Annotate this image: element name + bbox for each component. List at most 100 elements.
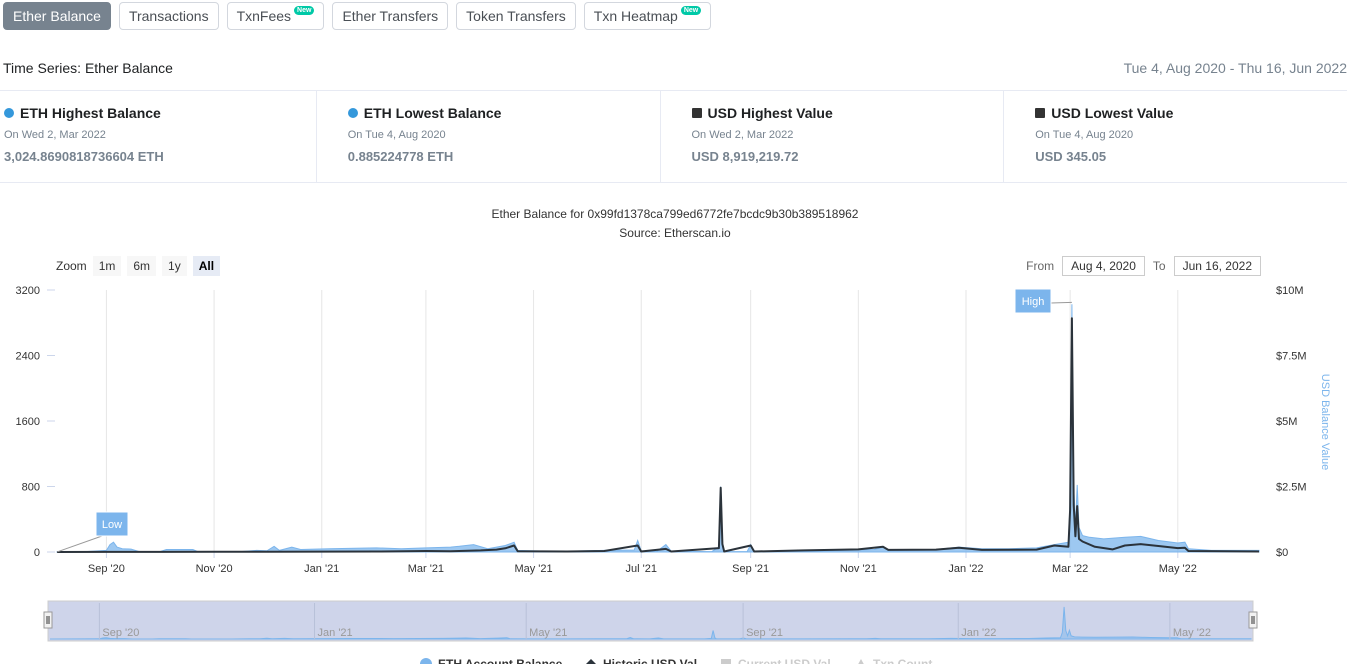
legend-item[interactable]: Txn Count xyxy=(856,657,932,664)
stat-label: USD Lowest Value xyxy=(1051,105,1174,121)
chart-source: Source: Etherscan.io xyxy=(619,226,731,240)
legend-label: Historic USD Val xyxy=(603,657,697,664)
navigator-tick-label: Sep '20 xyxy=(102,627,139,639)
x-tick-label: Jul '21 xyxy=(626,563,657,575)
navigator-tick-label: Jan '22 xyxy=(961,627,996,639)
y-axis-left: 0 800 1600 2400 3200 xyxy=(16,285,55,559)
y-left-tick-label: 3200 xyxy=(16,285,40,297)
to-label: To xyxy=(1152,259,1166,273)
navigator-series xyxy=(49,606,1252,640)
tab-token-transfers[interactable]: Token Transfers xyxy=(456,2,576,30)
legend-item[interactable]: Current USD Val xyxy=(721,657,831,664)
navigator-tick-label: Sep '21 xyxy=(746,627,783,639)
blue-dot-icon xyxy=(4,108,14,118)
flag-label: Low xyxy=(102,519,122,531)
navigator-mask[interactable] xyxy=(47,600,1254,642)
tab-label: Ether Balance xyxy=(13,8,101,24)
eth-balance-area[interactable] xyxy=(56,304,1260,553)
handle-grip-icon xyxy=(43,611,53,629)
dark-square-icon xyxy=(1035,108,1046,118)
date-range: Tue 4, Aug 2020 - Thu 16, Jun 2022 xyxy=(1123,60,1347,76)
y-left-tick-label: 2400 xyxy=(16,351,40,363)
stat-label: ETH Lowest Balance xyxy=(363,105,502,121)
stat-label: ETH Highest Balance xyxy=(20,105,161,121)
dark-square-icon xyxy=(691,108,702,118)
flag-high[interactable]: High xyxy=(1014,288,1072,314)
new-badge: New xyxy=(680,5,702,15)
y-left-tick-label: 800 xyxy=(22,482,40,494)
tab-txnfees[interactable]: TxnFees New xyxy=(226,2,325,30)
tab-ether-balance[interactable]: Ether Balance xyxy=(3,2,111,30)
flag-label: High xyxy=(1022,296,1045,308)
stat-eth-lowest: ETH Lowest Balance On Tue 4, Aug 2020 0.… xyxy=(317,91,661,182)
flag-low[interactable]: Low xyxy=(56,511,129,553)
stat-date: On Tue 4, Aug 2020 xyxy=(1035,129,1134,141)
stat-date: On Tue 4, Aug 2020 xyxy=(347,129,446,141)
y-right-tick-label: $5M xyxy=(1276,416,1297,428)
zoom-1m-button[interactable]: 1m xyxy=(92,256,122,276)
tab-label: Token Transfers xyxy=(466,8,566,24)
x-tick-label: Nov '21 xyxy=(840,563,877,575)
stat-value: 3,024.8690818736604 ETH xyxy=(4,149,164,164)
chart-tabs: Ether Balance Transactions TxnFees New Et… xyxy=(3,2,712,30)
navigator[interactable]: Sep '20 Jan '21 May '21 Sep '21 Jan '22 May '… xyxy=(43,600,1258,642)
y-right-tick-label: $0 xyxy=(1276,547,1288,559)
legend-circle-icon xyxy=(420,658,432,664)
flag-connector xyxy=(56,535,103,553)
x-tick-label: May '21 xyxy=(514,563,552,575)
zoom-1y-button[interactable]: 1y xyxy=(162,256,187,276)
from-label: From xyxy=(1026,259,1055,273)
usd-value-series[interactable] xyxy=(56,317,1260,553)
y-axis-right: $0 $2.5M $5M $7.5M $10M xyxy=(1276,285,1307,559)
navigator-tick-label: May '21 xyxy=(529,627,567,639)
tab-ether-transfers[interactable]: Ether Transfers xyxy=(332,2,449,30)
x-tick-label: Mar '21 xyxy=(408,563,444,575)
to-date-input[interactable]: Jun 16, 2022 xyxy=(1173,256,1261,276)
y-right-tick-label: $2.5M xyxy=(1276,482,1307,494)
flag-box xyxy=(1014,288,1052,314)
chart-title: Ether Balance for 0x99fd1378ca799ed6772f… xyxy=(491,207,859,221)
range-selector: From Aug 4, 2020 To Jun 16, 2022 xyxy=(1026,256,1261,276)
stat-date: On Wed 2, Mar 2022 xyxy=(4,129,106,141)
stat-value: USD 345.05 xyxy=(1035,149,1107,164)
legend-diamond-icon xyxy=(586,659,596,664)
zoom-all-button[interactable]: All xyxy=(192,256,221,276)
legend-item[interactable]: Historic USD Val xyxy=(586,657,697,664)
x-tick-label: Mar '22 xyxy=(1052,563,1088,575)
zoom-label: Zoom xyxy=(56,259,87,273)
legend-label: Txn Count xyxy=(873,657,932,664)
section-title: Time Series: Ether Balance xyxy=(3,60,173,76)
y-axis-right-title: USD Balance Value xyxy=(1319,374,1331,470)
stats-panel: ETH Highest Balance On Wed 2, Mar 2022 3… xyxy=(0,91,1347,182)
x-tick-label: May '22 xyxy=(1159,563,1197,575)
y-right-tick-label: $7.5M xyxy=(1276,351,1307,363)
tab-txn-heatmap[interactable]: Txn Heatmap New xyxy=(583,2,712,30)
divider xyxy=(0,182,1347,183)
blue-dot-icon xyxy=(347,108,358,118)
legend-label: ETH Account Balance xyxy=(438,657,563,664)
navigator-tick-label: Jan '21 xyxy=(318,627,353,639)
usd-value-line[interactable] xyxy=(56,317,1260,553)
tab-label: TxnFees xyxy=(236,8,292,24)
eth-balance-series[interactable] xyxy=(56,304,1260,553)
new-badge: New xyxy=(294,5,315,15)
zoom-6m-button[interactable]: 6m xyxy=(127,256,157,276)
chart-grid xyxy=(105,290,1179,552)
stat-usd-highest: USD Highest Value On Wed 2, Mar 2022 USD… xyxy=(661,91,1005,182)
stat-value: USD 8,919,219.72 xyxy=(691,149,799,164)
from-date-input[interactable]: Aug 4, 2020 xyxy=(1062,256,1145,276)
x-axis: Sep '20 Nov '20 Jan '21 Mar '21 May '21 Jul '… xyxy=(57,551,1259,575)
stat-usd-lowest: USD Lowest Value On Tue 4, Aug 2020 USD … xyxy=(1004,91,1347,182)
legend-label: Current USD Val xyxy=(738,657,831,664)
tab-transactions[interactable]: Transactions xyxy=(118,2,219,30)
navigator-tick-label: May '22 xyxy=(1173,627,1211,639)
stat-date: On Wed 2, Mar 2022 xyxy=(691,129,794,141)
tab-label: Transactions xyxy=(128,8,209,24)
x-tick-label: Jan '21 xyxy=(304,563,339,575)
navigator-handle-left[interactable] xyxy=(43,611,53,629)
legend-item[interactable]: ETH Account Balance xyxy=(420,657,563,664)
navigator-handle-right[interactable] xyxy=(1248,611,1258,629)
stat-value: 0.885224778 ETH xyxy=(347,149,454,164)
chart-flags: Low High xyxy=(56,288,1072,553)
